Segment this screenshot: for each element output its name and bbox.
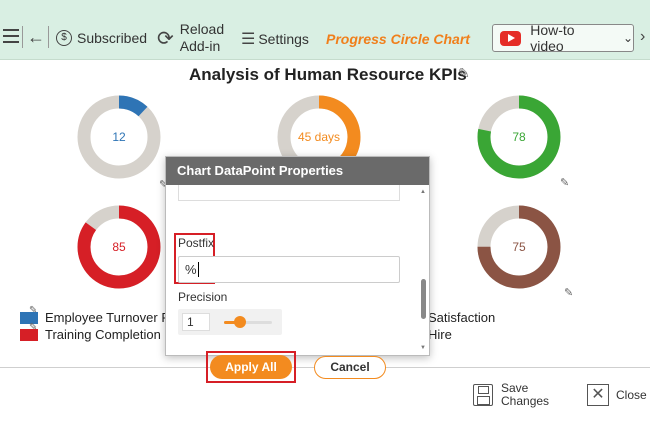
hamburger-menu-icon[interactable] <box>3 29 19 43</box>
apply-highlight-box <box>206 351 296 383</box>
back-arrow-icon[interactable]: ← <box>27 27 45 47</box>
toolbar-divider <box>22 26 23 48</box>
postfix-input[interactable]: % <box>178 256 400 283</box>
precision-slider-fill <box>224 321 240 324</box>
legend-text: Employee Turnover Ra <box>45 310 178 325</box>
scroll-up-arrow-icon[interactable]: ▲ <box>420 189 426 195</box>
edit-circle-icon[interactable]: ✎ <box>159 179 169 191</box>
progress-arc <box>77 95 161 179</box>
dialog-title: Chart DataPoint Properties <box>166 157 429 185</box>
progress-circle-1[interactable]: 12 <box>77 95 161 179</box>
toolbar-divider <box>48 26 49 48</box>
progress-circle-svg <box>77 205 161 289</box>
more-icon[interactable]: › <box>640 28 646 45</box>
dollar-circle-icon: $ <box>56 30 72 46</box>
legend-item: Hire <box>428 327 452 342</box>
legend-text: Training Completion Ra <box>45 327 182 342</box>
settings-button[interactable]: ☰ Settings <box>241 29 309 49</box>
reload-label: Reload Add-in <box>180 21 224 55</box>
howto-video-dropdown[interactable]: How-to video ⌄ <box>492 22 634 54</box>
datapoint-properties-dialog: Chart DataPoint Properties Postfix % Pre… <box>165 156 430 383</box>
progress-circle-svg <box>77 95 161 179</box>
save-label-line1: Save <box>501 381 529 395</box>
previous-field-input[interactable] <box>178 185 400 201</box>
postfix-label: Postfix <box>178 236 215 250</box>
legend-swatch[interactable] <box>20 305 38 324</box>
precision-label: Precision <box>178 290 228 304</box>
progress-value-label: 75 <box>512 240 526 254</box>
legend-text: Satisfaction <box>428 310 496 325</box>
progress-arc <box>277 95 361 179</box>
progress-circle-4[interactable]: 85 <box>77 205 161 289</box>
progress-circle-2[interactable]: 45 days <box>277 95 361 179</box>
save-label-line2: Changes <box>501 394 550 408</box>
legend-text: Hire <box>428 327 452 342</box>
scroll-down-arrow-icon[interactable]: ▼ <box>420 345 426 351</box>
reload-label-line2: Add-in <box>179 38 221 54</box>
progress-value-label: 12 <box>112 130 126 144</box>
subscribed-label: Subscribed <box>77 30 148 46</box>
sliders-icon: ☰ <box>241 31 255 48</box>
progress-circle-svg <box>477 95 561 179</box>
dialog-scrollbar[interactable]: ▲ ▼ <box>420 189 427 354</box>
legend-item: Training Completion Ra <box>20 322 182 342</box>
progress-arc <box>77 205 161 289</box>
legend-item: Employee Turnover Ra <box>20 305 178 325</box>
toolbar: ← $ Subscribed ⟳ Reload Add-in ☰ Setting… <box>0 0 650 60</box>
scrollbar-thumb[interactable] <box>421 279 426 319</box>
progress-value-label: 85 <box>112 240 126 254</box>
reload-icon: ⟳ <box>157 27 174 50</box>
save-label: Save Changes <box>501 382 549 408</box>
close-label: Close <box>616 388 647 402</box>
app-title: Progress Circle Chart <box>326 31 470 47</box>
progress-value-label: 45 days <box>297 130 341 144</box>
chevron-down-icon: ⌄ <box>622 31 633 45</box>
precision-slider[interactable] <box>224 321 272 324</box>
dialog-body: Postfix % Precision 1 Apply All Cancel <box>166 185 416 383</box>
floppy-disk-icon <box>473 384 493 406</box>
text-caret <box>197 262 199 277</box>
howto-label: How-to video <box>530 22 575 54</box>
cancel-button[interactable]: Cancel <box>314 356 386 379</box>
apply-all-button[interactable]: Apply All <box>210 355 292 379</box>
progress-circle-5[interactable]: 75 <box>477 205 561 289</box>
youtube-icon <box>500 30 522 46</box>
save-changes-button[interactable]: Save Changes <box>473 382 549 408</box>
close-button[interactable]: ✕ Close <box>587 384 647 406</box>
edit-circle-icon[interactable]: ✎ <box>560 177 570 189</box>
precision-slider-thumb[interactable] <box>233 316 246 328</box>
precision-control: 1 <box>178 309 282 335</box>
progress-value-label: 78 <box>512 130 526 144</box>
settings-label: Settings <box>258 31 309 47</box>
legend-swatch[interactable] <box>20 322 38 341</box>
progress-arc <box>477 205 561 289</box>
legend-item: Satisfaction <box>428 310 495 325</box>
progress-arc <box>477 95 561 179</box>
progress-circle-3[interactable]: 78 <box>477 95 561 179</box>
close-icon: ✕ <box>587 384 609 406</box>
reload-addin-button[interactable]: ⟳ Reload Add-in <box>157 21 224 55</box>
edit-circle-icon[interactable]: ✎ <box>564 287 574 299</box>
subscribed-button[interactable]: $ Subscribed <box>56 30 147 46</box>
progress-circle-svg <box>477 205 561 289</box>
reload-label-line1: Reload <box>179 21 225 37</box>
postfix-value: % <box>185 262 197 277</box>
edit-title-icon[interactable]: ✎ <box>458 65 470 81</box>
chart-title: Analysis of Human Resource KPIs <box>189 65 467 84</box>
precision-input[interactable]: 1 <box>182 313 210 331</box>
